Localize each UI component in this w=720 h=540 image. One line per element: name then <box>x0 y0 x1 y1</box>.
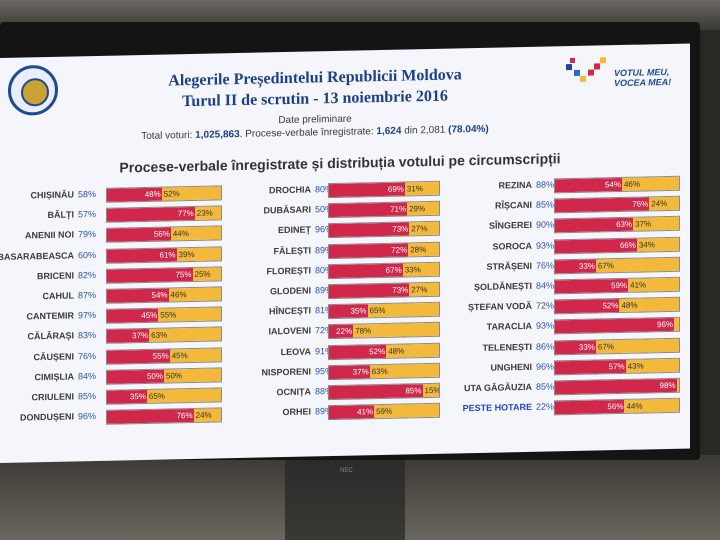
processed-percent: 96% <box>536 361 555 372</box>
bar-segment-red: 33% <box>555 340 596 354</box>
bar-segment-yellow: 67% <box>595 338 679 354</box>
vote-bar: 66% 34% <box>554 236 680 254</box>
bar-segment-yellow: 41% <box>628 277 679 292</box>
district-name: Strășeni <box>486 260 532 272</box>
checkmark-logo-icon <box>566 57 606 82</box>
district-name: Ungheni <box>490 361 532 373</box>
results-screen: Alegerile Președintelui Republicii Moldo… <box>0 43 690 463</box>
page-title: Alegerile Președintelui Republicii Moldo… <box>130 64 500 114</box>
totals-summary: Date preliminare Total voturi: 1,025,863… <box>130 110 500 144</box>
bar-segment-red: 57% <box>555 359 626 375</box>
district-name: UTA Găgăuzia <box>464 381 532 394</box>
cec-seal-icon <box>8 64 58 116</box>
processed-percent: 88% <box>536 179 555 190</box>
processed-percent: 86% <box>536 340 555 352</box>
processed-percent: 85% <box>536 199 555 210</box>
pv-percent: (78.04%) <box>448 123 489 136</box>
vote-bar: 57% 43% <box>554 357 680 376</box>
bar-segment-yellow: 67% <box>595 257 679 273</box>
district-name: Șoldănești <box>473 280 532 293</box>
pv-registered-value: 1,624 <box>376 125 402 138</box>
bar-segment-red: 76% <box>555 197 650 213</box>
bar-segment-red: 56% <box>555 400 625 415</box>
monitor-brand-label: NEC <box>340 468 353 474</box>
bar-segment-red: 52% <box>555 299 620 314</box>
chart-title: Procese-verbale înregistrate și distribu… <box>119 150 561 176</box>
total-votes-label: Total voturi: <box>141 129 193 143</box>
district-name: Sîngerei <box>488 220 532 232</box>
bar-segment-red: 66% <box>555 238 637 253</box>
district-name: Rîșcani <box>494 200 532 211</box>
bar-segment-yellow: 46% <box>621 176 679 191</box>
pv-label: . Procese-verbale înregistrate: <box>239 126 374 140</box>
bar-segment-yellow: 48% <box>619 297 679 313</box>
vote-bar: 54% 46% <box>554 175 680 194</box>
bar-segment-yellow: 37% <box>633 217 679 232</box>
bar-segment-red: 33% <box>555 259 596 274</box>
district-name: Telenești <box>482 341 532 353</box>
processed-percent: 76% <box>536 260 555 271</box>
district-name: Taraclia <box>486 321 532 333</box>
vote-bar: 63% 37% <box>554 216 680 234</box>
processed-percent: 93% <box>536 320 555 332</box>
vote-bar: 33% 67% <box>554 256 680 275</box>
monitor-bezel: Alegerile Președintelui Republicii Moldo… <box>0 22 700 474</box>
bar-segment-red: 63% <box>555 218 634 233</box>
bar-segment-yellow <box>674 318 679 332</box>
bar-segment-yellow <box>676 378 679 392</box>
processed-percent: 22% <box>536 401 555 412</box>
bar-segment-red: 98% <box>555 378 677 395</box>
processed-percent: 84% <box>536 280 555 291</box>
vote-bar: 96% <box>554 317 680 335</box>
bar-segment-red: 54% <box>555 177 622 193</box>
total-votes-value: 1,025,863 <box>195 128 240 141</box>
vote-bar: 33% 67% <box>554 337 680 355</box>
processed-percent: 72% <box>536 300 555 311</box>
bar-segment-red: 96% <box>555 318 675 334</box>
vote-bar: 56% 44% <box>554 397 680 416</box>
bar-segment-yellow: 24% <box>649 196 679 211</box>
pv-total: din 2,081 <box>404 124 446 137</box>
logo-line-2: VOCEA MEA! <box>614 76 672 89</box>
bar-segment-yellow: 44% <box>624 398 679 414</box>
vote-bar: 98% <box>554 377 680 396</box>
monitor-stand <box>285 458 405 540</box>
district-name: Soroca <box>492 240 532 252</box>
bar-segment-yellow: 34% <box>636 237 679 252</box>
processed-percent: 90% <box>536 219 555 231</box>
vote-bar: 76% 24% <box>554 195 680 214</box>
bar-segment-red: 59% <box>555 278 629 294</box>
processed-percent: 85% <box>536 381 555 392</box>
votul-meu-logo: VOTUL MEU, VOCEA MEA! <box>562 54 672 100</box>
district-name: Peste hotare <box>462 402 532 414</box>
district-name: Rezina <box>498 179 533 191</box>
vote-bar: 59% 41% <box>554 276 680 295</box>
processed-percent: 93% <box>536 239 555 251</box>
vote-bar: 52% 48% <box>554 296 680 315</box>
district-name: Ștefan Vodă <box>467 301 532 313</box>
bar-segment-yellow: 43% <box>625 358 679 373</box>
